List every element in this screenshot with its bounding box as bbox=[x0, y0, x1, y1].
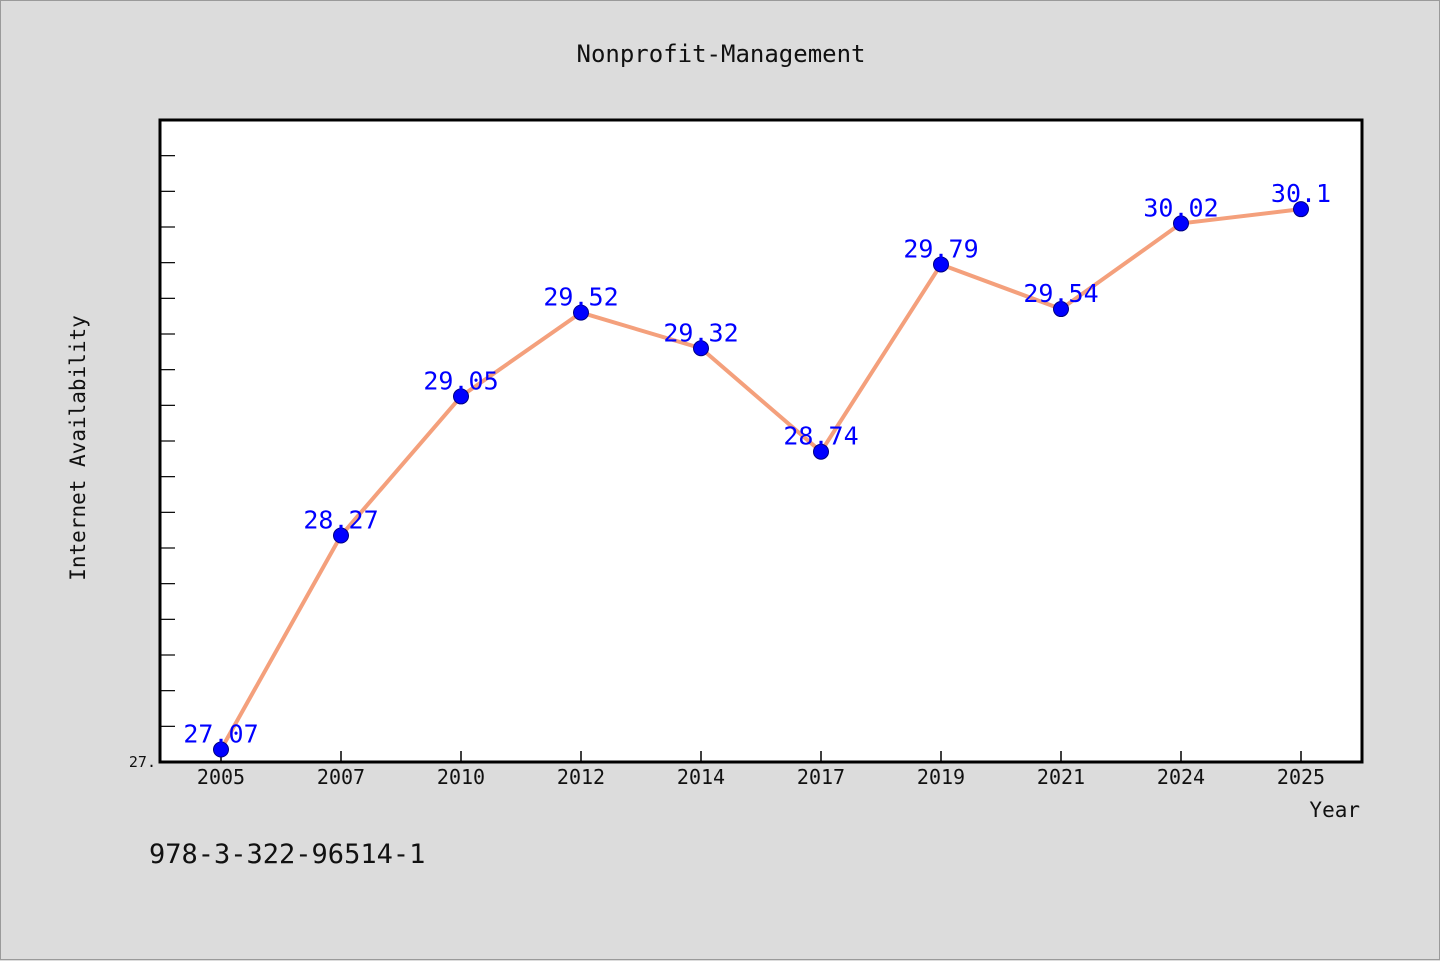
data-label: 30.1 bbox=[1271, 179, 1331, 208]
data-label: 29.79 bbox=[903, 234, 978, 263]
x-axis-title: Year bbox=[1309, 798, 1360, 822]
data-label: 28.74 bbox=[783, 422, 858, 451]
x-axis: 2005 2007 2010 2012 2014 2017 2019 2021 2024 2025 bbox=[197, 751, 1325, 789]
x-tick-label: 2012 bbox=[557, 765, 605, 789]
data-label: 29.32 bbox=[663, 318, 738, 347]
data-point bbox=[573, 304, 589, 321]
x-tick-label: 2010 bbox=[437, 765, 485, 789]
data-label: 29.05 bbox=[423, 366, 498, 395]
x-tick-label: 2025 bbox=[1277, 765, 1325, 789]
plot-area bbox=[158, 118, 1364, 764]
data-point bbox=[453, 388, 469, 405]
data-point bbox=[813, 443, 829, 460]
data-point bbox=[333, 527, 349, 544]
data-label: 29.54 bbox=[1023, 279, 1098, 308]
x-tick-label: 2007 bbox=[317, 765, 365, 789]
data-label: 28.27 bbox=[303, 506, 378, 535]
data-label: 30.02 bbox=[1143, 193, 1218, 222]
x-tick-label: 2017 bbox=[797, 765, 845, 789]
y-axis-ticks bbox=[160, 155, 175, 727]
x-tick-label: 2014 bbox=[677, 765, 725, 789]
data-point bbox=[1293, 201, 1309, 218]
series-line bbox=[219, 207, 1302, 751]
data-point bbox=[1053, 301, 1069, 318]
series-markers bbox=[213, 201, 1309, 758]
data-label: 29.52 bbox=[543, 283, 618, 312]
x-tick-label: 2021 bbox=[1037, 765, 1085, 789]
data-labels: 27.07 28.27 29.05 29.52 29.32 28.74 29.79 29.54… bbox=[183, 179, 1331, 748]
x-tick-label: 2005 bbox=[197, 765, 245, 789]
data-point bbox=[213, 741, 229, 758]
data-point bbox=[933, 256, 949, 273]
data-point bbox=[693, 340, 709, 357]
x-tick-label: 2024 bbox=[1157, 765, 1205, 789]
y-tick-label: 27. bbox=[129, 753, 156, 771]
y-axis-title: Internet Availability bbox=[66, 315, 90, 581]
chart-title: Nonprofit-Management bbox=[577, 40, 866, 68]
footer-isbn: 978-3-322-96514-1 bbox=[149, 839, 425, 870]
data-label: 27.07 bbox=[183, 720, 258, 749]
x-tick-label: 2019 bbox=[917, 765, 965, 789]
data-point bbox=[1173, 215, 1189, 232]
